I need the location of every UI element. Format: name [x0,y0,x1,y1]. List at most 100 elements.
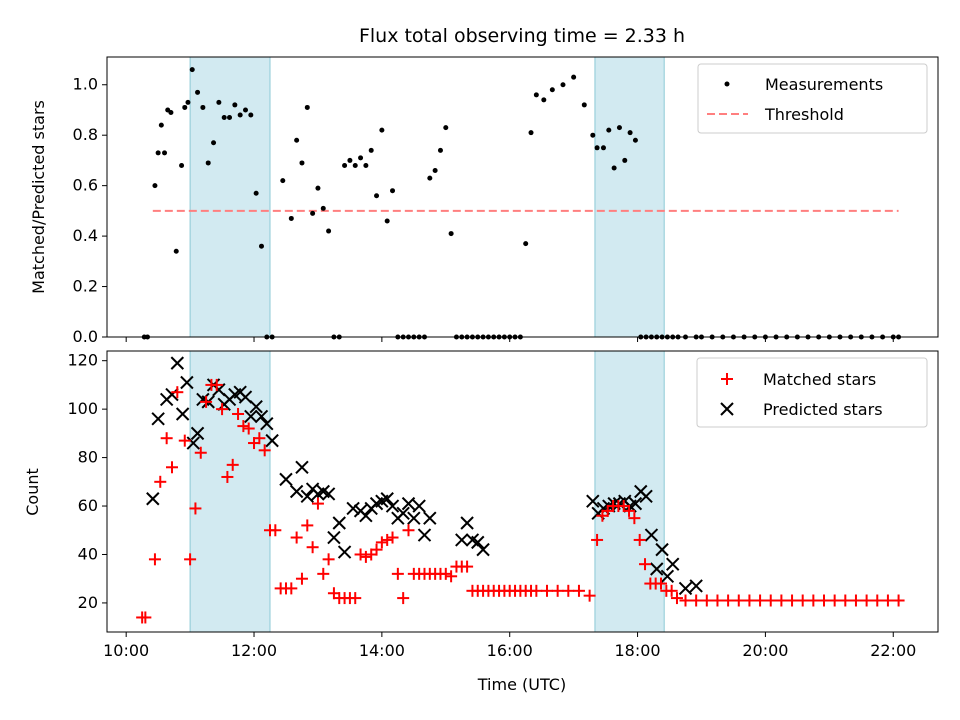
measurement-point [616,125,622,131]
predicted-star-point [332,516,346,530]
measurement-point [448,231,454,237]
matched-star-point [764,594,777,607]
matched-star-point [551,584,564,597]
matched-star-point [775,594,788,607]
matched-star-point [359,550,372,563]
measurement-point [549,87,555,93]
bottom-x-tick-label: 22:00 [870,641,916,660]
matched-star-point [633,533,646,546]
legend-label-predicted-stars: Predicted stars [763,400,883,419]
matched-star-point [623,504,636,517]
predicted-star-point [289,484,304,499]
matched-star-point [807,594,820,607]
matched-star-point [295,572,308,585]
matched-star-point [445,570,458,583]
matched-star-point [391,567,404,580]
matched-star-point [402,524,415,537]
predicted-star-point [650,562,664,576]
matched-star-point [386,531,399,544]
predicted-star-point [265,433,279,448]
matched-star-point [232,407,245,420]
matched-star-point [828,594,841,607]
predicted-star-point [279,472,293,487]
measurement-point [237,112,243,118]
predicted-star-point [165,387,179,402]
matched-star-point [530,584,543,597]
measurement-point [342,162,348,168]
measurement-point [243,107,248,113]
predicted-star-point [146,492,160,506]
measurement-point [299,160,305,166]
matched-star-point [628,512,641,525]
matched-star-point [665,584,678,597]
measurement-point [288,215,294,221]
matched-star-point [849,594,862,607]
measurement-point [611,165,617,171]
legend-marker-matched-stars [721,373,733,385]
matched-star-point [253,432,266,445]
matched-star-point [258,444,271,457]
bottom-x-tick-label: 16:00 [487,641,533,660]
predicted-star-point [628,496,643,511]
matched-star-point [322,553,335,566]
predicted-star-point [586,494,600,508]
measurement-point [205,160,211,166]
matched-star-point [306,541,319,554]
matched-star-point [591,533,604,546]
top-legend-box [697,63,928,134]
measurement-point [523,241,529,247]
matched-star-point [154,475,167,488]
matched-star-point [786,594,799,607]
legend-label-threshold: Threshold [764,105,844,124]
matched-star-point [301,519,314,532]
bottom-y-tick-label: 80 [78,448,98,467]
predicted-star-point [249,400,263,414]
measurement-point [152,183,158,189]
measurement-point [294,137,300,143]
matched-star-point [290,531,303,544]
measurement-point [310,210,316,216]
bottom-y-tick-label: 40 [78,544,98,563]
predicted-star-point [300,489,314,504]
matched-star-point [160,432,173,445]
measurement-point [632,137,638,143]
matched-star-point [171,386,184,399]
measurement-point [182,104,188,110]
measurement-point [173,248,179,254]
matched-star-point [722,594,735,607]
measurement-point [541,97,547,103]
measurement-point [221,115,227,121]
matched-star-point [269,524,282,537]
predicted-star-point [396,506,410,521]
matched-star-point [189,502,202,515]
measurement-point [390,188,396,194]
predicted-star-point [689,579,703,593]
bottom-x-axis-ticks: 10:00 12:00 14:00 16:00 18:00 20:00 22:00 [103,632,916,660]
bottom-axes-frame [106,350,939,633]
predicted-star-point [170,356,185,370]
bottom-y-axis-ticks: 20 40 60 80 100 120 [67,351,107,612]
bottom-y-axis-label: Count [23,468,42,516]
matched-star-point [210,378,223,391]
predicted-star-point [385,499,400,513]
predicted-star-point [417,528,432,542]
matched-star-point [375,536,388,549]
measurement-point [581,102,587,108]
matched-star-point [583,589,596,602]
measurement-point [347,157,353,163]
measurement-point [158,122,164,128]
measurement-point [248,112,254,118]
top-y-tick-label: 1.0 [73,75,98,94]
top-y-axis-ticks: 0.0 0.2 0.4 0.6 0.8 1.0 [73,75,107,346]
predicted-star-point [260,416,274,431]
matched-star-point [216,403,229,416]
measurement-point [168,109,174,115]
matched-star-point [221,470,234,483]
measurement-point [560,82,566,88]
matched-star-point [690,594,703,607]
bottom-x-tick-label: 10:00 [103,641,149,660]
bottom-y-tick-label: 120 [67,351,98,370]
measurement-point [232,102,238,108]
